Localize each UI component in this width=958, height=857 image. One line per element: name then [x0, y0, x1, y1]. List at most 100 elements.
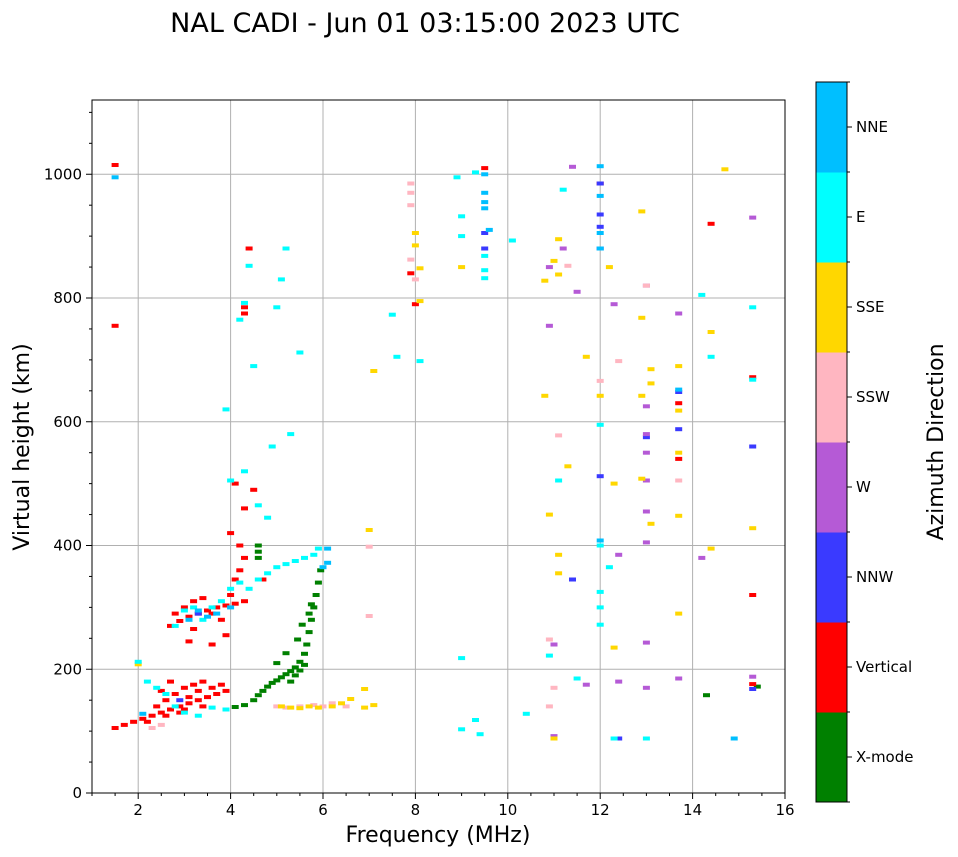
point-e — [277, 277, 285, 282]
point-w — [582, 682, 590, 687]
point-nnw — [176, 698, 184, 703]
point-vertical — [707, 221, 715, 226]
point-e — [217, 599, 225, 604]
point-x-mode — [241, 703, 248, 708]
point-nnw — [749, 444, 757, 449]
point-nnw — [642, 435, 650, 440]
point-vertical — [222, 603, 230, 608]
point-ssw — [407, 190, 415, 195]
point-e — [522, 711, 530, 716]
point-ssw — [148, 726, 156, 730]
point-vertical — [241, 311, 248, 316]
point-vertical — [176, 710, 184, 715]
colorbar-segment — [816, 532, 847, 623]
point-e — [314, 546, 322, 551]
point-vertical — [199, 704, 207, 709]
point-vertical — [204, 608, 211, 613]
colorbar-segment — [816, 352, 847, 443]
point-vertical — [190, 682, 198, 687]
point-e — [472, 170, 479, 175]
point-nnw — [596, 224, 604, 229]
point-vertical — [185, 639, 193, 644]
point-nnw — [615, 736, 623, 741]
point-ssw — [342, 704, 350, 709]
point-sse — [550, 258, 558, 263]
point-ssw — [365, 614, 373, 618]
point-x-mode — [317, 568, 325, 573]
point-e — [194, 713, 202, 718]
point-ssw — [407, 181, 415, 186]
point-x-mode — [254, 543, 262, 548]
point-nne — [596, 231, 604, 235]
point-vertical — [241, 555, 248, 560]
point-e — [596, 422, 604, 427]
point-x-mode — [294, 637, 302, 642]
axis-ticks: 2 4 6 8 10 12 14 16 0 200 400 600 800 1000 — [44, 111, 795, 819]
point-e — [134, 659, 142, 664]
point-sse — [347, 697, 355, 701]
x-axis-label: Frequency (MHz) — [346, 823, 531, 848]
point-sse — [675, 513, 683, 518]
point-ssw — [642, 283, 650, 288]
point-x-mode — [254, 693, 262, 698]
point-x-mode — [273, 661, 281, 666]
point-vertical — [241, 506, 248, 511]
point-vertical — [180, 685, 188, 690]
point-nne — [213, 611, 221, 616]
point-vertical — [167, 707, 174, 712]
point-vertical — [185, 614, 193, 619]
point-vertical — [208, 611, 216, 616]
point-vertical — [231, 577, 239, 582]
point-e — [393, 354, 401, 359]
point-vertical — [208, 685, 216, 690]
point-x-mode — [282, 672, 290, 677]
point-sse — [458, 265, 466, 270]
point-x-mode — [287, 679, 295, 684]
point-e — [264, 515, 272, 520]
point-vertical — [139, 716, 147, 721]
point-w — [642, 450, 650, 455]
point-vertical — [180, 707, 188, 712]
point-w — [550, 734, 558, 739]
point-x-mode — [305, 611, 313, 616]
point-e — [227, 478, 235, 483]
point-e — [227, 586, 235, 591]
point-x-mode — [753, 684, 761, 689]
point-x-mode — [273, 678, 281, 683]
point-sse — [555, 272, 563, 277]
point-e — [605, 565, 613, 570]
point-vertical — [213, 692, 221, 696]
point-e — [642, 736, 650, 741]
point-nne — [730, 736, 738, 741]
point-nnw — [481, 231, 489, 235]
point-vertical — [222, 688, 230, 693]
point-e — [596, 543, 604, 548]
point-nne — [481, 172, 489, 177]
point-sse — [361, 687, 369, 691]
point-e — [596, 589, 604, 594]
x-tick-label: 2 — [133, 801, 143, 819]
point-vertical — [217, 682, 225, 687]
x-tick-label: 12 — [591, 801, 610, 819]
point-vertical — [162, 713, 170, 718]
point-e — [171, 704, 179, 709]
point-sse — [416, 266, 424, 271]
point-vertical — [217, 617, 225, 622]
colorbar-tick-label: NNE — [856, 118, 888, 136]
point-x-mode — [314, 580, 322, 585]
point-x-mode — [703, 693, 710, 698]
point-nne — [194, 608, 202, 613]
point-e — [458, 727, 466, 732]
point-vertical — [162, 698, 170, 703]
point-vertical — [148, 713, 156, 718]
point-vertical — [227, 531, 235, 536]
colorbar-segment — [816, 172, 847, 263]
point-w — [610, 302, 618, 307]
point-nne — [481, 200, 489, 205]
point-e — [476, 732, 484, 737]
point-x-mode — [305, 630, 313, 635]
point-e — [254, 503, 262, 508]
point-sse — [541, 393, 549, 398]
point-nne — [111, 175, 119, 180]
point-e — [245, 586, 253, 591]
